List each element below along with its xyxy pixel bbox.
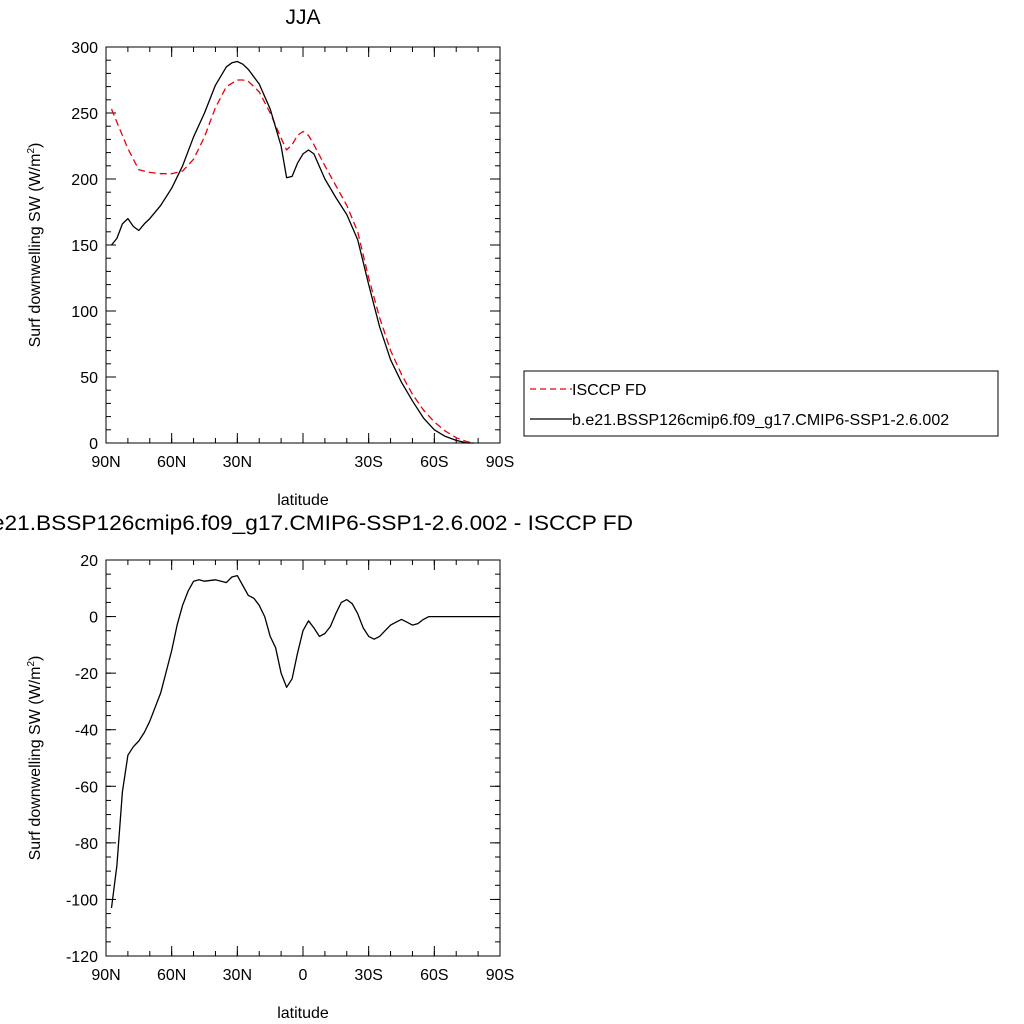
diff-chart-title: b.e21.BSSP126cmip6.f09_g17.CMIP6-SSP1-2.…	[0, 512, 633, 535]
y-tick-label: 20	[80, 553, 98, 570]
series-line-0-0	[110, 79, 474, 444]
y-tick-label: -100	[66, 892, 98, 909]
x-tick-label: 60N	[157, 454, 186, 471]
y-tick-label: 50	[80, 370, 98, 387]
diff-x-axis-label: latitude	[277, 1005, 329, 1022]
y-tick-label: 100	[71, 304, 98, 321]
y-tick-label: 0	[89, 436, 98, 453]
y-tick-label: -80	[75, 836, 98, 853]
y-axis-label-main: Surf downwelling SW (W/m	[27, 154, 44, 348]
y-tick-label: -40	[75, 723, 98, 740]
x-tick-label: 60S	[420, 454, 448, 471]
x-tick-label: 60N	[157, 967, 186, 984]
series-line-0-1	[110, 60, 474, 444]
y-tick-label: -120	[66, 949, 98, 966]
y-axis-label: Surf downwelling SW (W/m2)	[26, 143, 44, 348]
y-tick-label: 0	[89, 610, 98, 627]
diff-y-axis-label: Surf downwelling SW (W/m2)	[26, 656, 44, 861]
plot-area	[105, 46, 501, 444]
y-tick-label: 300	[71, 40, 98, 57]
x-tick-label: 60S	[420, 967, 448, 984]
x-tick-label: 30N	[223, 967, 252, 984]
y-axis: 0 50 100 150 200 250 300	[71, 40, 500, 453]
y-tick-label: 150	[71, 238, 98, 255]
series-line-1-0	[110, 574, 498, 908]
y-tick-label: 250	[71, 106, 98, 123]
legend: ISCCP FD b.e21.BSSP126cmip6.f09_g17.CMIP…	[523, 370, 999, 437]
y-tick-label: 200	[71, 172, 98, 189]
legend-label-model: b.e21.BSSP126cmip6.f09_g17.CMIP6-SSP1-2.…	[572, 412, 949, 429]
x-tick-label: 30S	[354, 454, 382, 471]
diff-y-axis: -120 -100 -80 -60 -40 -20 0 20	[66, 553, 500, 966]
y-axis-label-sup: 2	[26, 148, 37, 154]
diff-y-axis-label-sup: 2	[26, 661, 37, 667]
x-axis: 90N 60N 30N 30S 60S 90S	[91, 47, 514, 471]
x-tick-label: 30N	[223, 454, 252, 471]
x-tick-label: 90S	[486, 454, 514, 471]
legend-box	[523, 370, 999, 437]
y-tick-label: -20	[75, 666, 98, 683]
x-axis-label: latitude	[277, 492, 329, 509]
diff-x-axis: 90N 60N 30N 0 30S 60S 90S	[91, 560, 514, 984]
x-tick-label: 30S	[354, 967, 382, 984]
series-layer	[110, 60, 474, 444]
chart-title: JJA	[285, 6, 320, 29]
legend-label-isccp: ISCCP FD	[572, 382, 646, 399]
x-tick-label: 90S	[486, 967, 514, 984]
diff-series-layer	[110, 574, 498, 908]
x-tick-label: 90N	[91, 454, 120, 471]
y-tick-label: -60	[75, 779, 98, 796]
diff-plot-area	[105, 559, 501, 957]
diff-y-axis-label-close: )	[27, 656, 44, 661]
y-axis-label-close: )	[27, 143, 44, 148]
x-tick-label: 90N	[91, 967, 120, 984]
diff-y-axis-label-main: Surf downwelling SW (W/m	[27, 667, 44, 861]
panel-bottom: b.e21.BSSP126cmip6.f09_g17.CMIP6-SSP1-2.…	[0, 512, 633, 1022]
x-tick-label: 0	[299, 967, 308, 984]
